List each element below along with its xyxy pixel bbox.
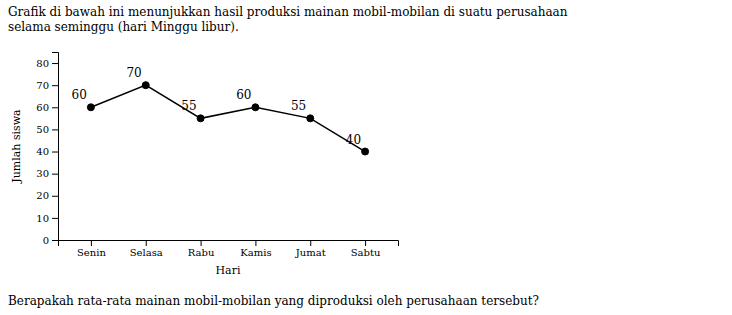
- x-tick-mark: [146, 240, 147, 246]
- y-axis-title: Jumlah siswa: [10, 109, 23, 184]
- title-line: selama seminggu (hari Minggu libur).: [8, 20, 239, 34]
- x-tick: Jumat: [295, 240, 326, 258]
- x-tick-label: Sabtu: [351, 247, 381, 258]
- marks: [87, 82, 368, 155]
- marker: [197, 115, 204, 122]
- x-tick: Senin: [77, 240, 106, 258]
- y-tick-mark: [52, 174, 58, 175]
- x-tick: Kamis: [240, 240, 271, 258]
- y-tick: 0: [43, 235, 58, 246]
- chart: Grafik di bawah ini menunjukkan hasil pr…: [0, 0, 732, 315]
- y-tick-label: 50: [36, 124, 49, 135]
- x-tick-label: Selasa: [130, 247, 163, 258]
- y-axis: 0 10 20 30 40 50 60 70 80: [36, 53, 58, 246]
- y-tick-mark: [52, 218, 58, 219]
- y-tick-mark: [52, 107, 58, 108]
- y-axis-line: [52, 53, 59, 241]
- y-tick-mark: [52, 240, 58, 241]
- x-tick-mark: [255, 240, 256, 246]
- title-line: Grafik di bawah ini menunjukkan hasil pr…: [8, 5, 568, 19]
- marker: [142, 82, 149, 89]
- data-label: 55: [181, 99, 196, 113]
- y-tick: 20: [36, 190, 58, 201]
- marker: [362, 148, 369, 155]
- x-axis: Senin Selasa Rabu Kamis Jumat Sabtu: [59, 240, 399, 258]
- x-tick: Selasa: [130, 240, 163, 258]
- y-tick-label: 20: [36, 190, 49, 201]
- y-tick-mark: [52, 152, 58, 153]
- x-axis-title: Hari: [216, 264, 241, 277]
- x-tick-mark: [201, 240, 202, 246]
- y-tick-label: 0: [43, 235, 49, 246]
- data-label: 60: [72, 88, 87, 102]
- x-tick-mark: [91, 240, 92, 246]
- y-tick: 80: [36, 58, 58, 69]
- x-axis-line: [59, 241, 399, 247]
- x-tick-label: Jumat: [295, 247, 326, 258]
- y-tick-label: 30: [36, 168, 49, 179]
- x-tick: Sabtu: [351, 240, 381, 258]
- y-tick: 70: [36, 80, 58, 91]
- y-tick-mark: [52, 63, 58, 64]
- y-tick: 40: [36, 146, 58, 157]
- data-label: 60: [236, 88, 251, 102]
- data-labels: 60 70 55 60 55 40: [72, 66, 361, 146]
- y-tick: 50: [36, 124, 58, 135]
- marker: [252, 104, 259, 111]
- y-tick-mark: [52, 196, 58, 197]
- data-label: 40: [346, 133, 361, 147]
- x-tick-mark: [365, 240, 366, 246]
- y-tick-label: 10: [36, 213, 49, 224]
- x-tick: Rabu: [188, 240, 215, 258]
- y-tick-label: 40: [36, 146, 49, 157]
- data-label: 70: [126, 66, 141, 80]
- y-tick-label: 80: [36, 58, 49, 69]
- line: [91, 85, 365, 151]
- y-tick-label: 70: [36, 80, 49, 91]
- y-tick-label: 60: [36, 102, 49, 113]
- data-label: 55: [291, 99, 306, 113]
- y-tick: 30: [36, 168, 58, 179]
- y-tick-mark: [52, 85, 58, 86]
- y-tick: 10: [36, 213, 58, 224]
- x-tick-label: Kamis: [240, 247, 271, 258]
- footer: Berapakah rata-rata mainan mobil-mobilan…: [8, 294, 539, 308]
- y-tick-mark: [52, 129, 58, 130]
- x-tick-label: Senin: [77, 247, 106, 258]
- plot: Senin Selasa Rabu Kamis Jumat Sabtu 0 10 20 30 40 5…: [10, 53, 399, 278]
- x-tick-label: Rabu: [188, 247, 215, 258]
- x-tick-mark: [310, 240, 311, 246]
- y-tick: 60: [36, 102, 58, 113]
- marker: [307, 115, 314, 122]
- marker: [87, 104, 94, 111]
- title: Grafik di bawah ini menunjukkan hasil pr…: [8, 5, 568, 34]
